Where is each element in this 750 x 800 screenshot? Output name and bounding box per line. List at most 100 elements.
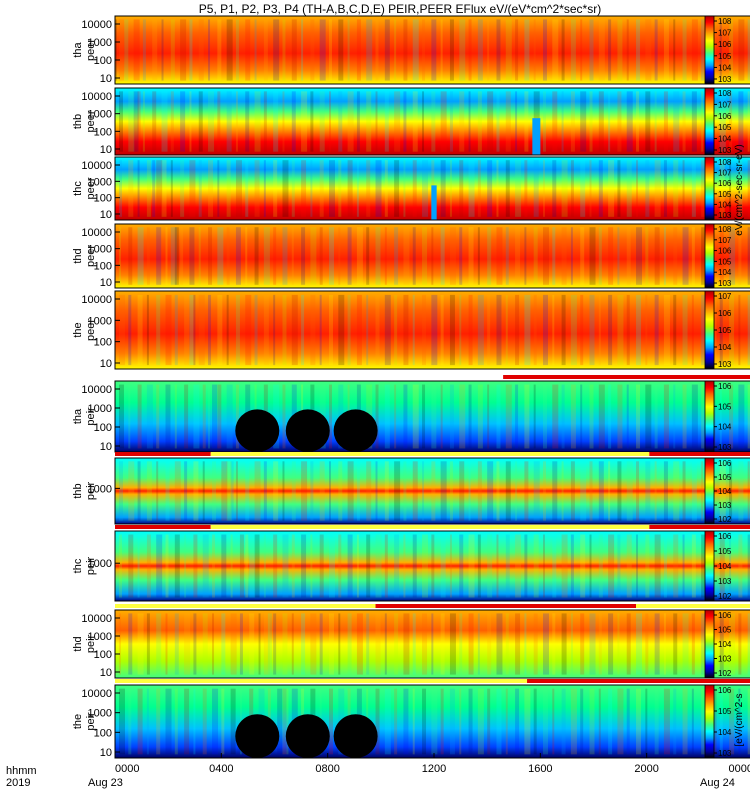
spectrogram-texture bbox=[477, 688, 484, 755]
spectrogram-texture bbox=[115, 19, 117, 81]
spectrogram-texture bbox=[617, 461, 622, 521]
spectrogram-texture bbox=[608, 688, 613, 755]
spectrogram-texture bbox=[384, 384, 390, 449]
spectrogram-texture bbox=[496, 19, 501, 81]
spectrogram-texture bbox=[524, 19, 530, 81]
spectrogram-texture bbox=[468, 613, 474, 675]
spectrogram-texture bbox=[440, 384, 443, 449]
spectrogram-texture bbox=[174, 688, 178, 755]
spectrogram-texture bbox=[431, 613, 434, 675]
spectrogram-texture bbox=[589, 534, 592, 598]
spectrogram-texture bbox=[636, 461, 640, 521]
spectrogram-texture bbox=[431, 688, 438, 755]
spectrogram-texture bbox=[542, 613, 549, 675]
mode-bar-segment bbox=[636, 604, 750, 608]
spectrogram-texture bbox=[654, 160, 661, 217]
year-label: 2019 bbox=[6, 777, 30, 789]
spectrogram-texture bbox=[505, 534, 510, 598]
spectrogram-texture bbox=[338, 160, 342, 217]
spectrogram-texture bbox=[459, 160, 464, 217]
spectrogram-texture bbox=[356, 19, 361, 81]
spectrogram-texture bbox=[636, 688, 642, 755]
colorbar-tick-label: 104 bbox=[718, 640, 732, 649]
colorbar-tick-label: 104 bbox=[718, 268, 732, 277]
spectrogram-texture bbox=[719, 384, 722, 449]
spectrogram-texture bbox=[133, 91, 139, 152]
spectrogram-texture bbox=[118, 688, 125, 755]
spectrogram-texture bbox=[235, 91, 238, 152]
y-tick-label: 1000 bbox=[88, 315, 112, 327]
spectrogram-texture bbox=[524, 461, 529, 521]
spectrogram-texture bbox=[403, 160, 406, 217]
date-end-label: Aug 24 bbox=[700, 777, 735, 789]
spectrogram-texture bbox=[301, 534, 307, 598]
spectrogram-texture bbox=[747, 534, 750, 598]
spectrogram-texture bbox=[682, 294, 688, 366]
colorbar-tick-label: 103 bbox=[718, 146, 732, 155]
spectrogram-texture bbox=[319, 227, 323, 285]
spectrogram-texture bbox=[282, 227, 288, 285]
spectrogram-texture bbox=[505, 19, 512, 81]
spectrogram-texture bbox=[561, 613, 567, 675]
spectrogram-texture bbox=[533, 384, 536, 449]
colorbar-tick-label: 104 bbox=[718, 728, 732, 737]
spectrogram-texture bbox=[580, 294, 584, 366]
spectrogram-texture bbox=[161, 160, 167, 217]
panel-thb-peer: 10 100 1000 10000 thb peer 103 104 105 106 107 108 bbox=[72, 87, 750, 156]
spectrogram-dropout bbox=[333, 409, 378, 453]
spectrogram-texture bbox=[338, 19, 344, 81]
y-tick-label: 1000 bbox=[88, 631, 112, 643]
spectrogram-texture bbox=[738, 534, 743, 598]
spectrogram-texture bbox=[645, 461, 651, 521]
spectrogram-texture bbox=[682, 91, 686, 152]
spectrogram-texture bbox=[691, 613, 695, 675]
colorbar-tick-label: 106 bbox=[718, 686, 732, 695]
spectrogram-texture bbox=[608, 294, 613, 366]
spectrogram-texture bbox=[626, 294, 630, 366]
y-tick-label: 1000 bbox=[88, 109, 112, 121]
spectrogram-texture bbox=[729, 688, 735, 755]
y-tick-label: 1000 bbox=[88, 37, 112, 49]
spectrogram-texture bbox=[137, 227, 144, 285]
spectrogram-texture bbox=[691, 227, 695, 285]
spectrogram-texture bbox=[128, 461, 135, 521]
y-tick-label: 100 bbox=[94, 422, 112, 434]
spectrogram-texture bbox=[422, 227, 428, 285]
spectrogram-texture bbox=[636, 534, 639, 598]
spectrogram-texture bbox=[719, 227, 724, 285]
spectrogram-texture bbox=[263, 19, 268, 81]
spectrogram-texture bbox=[245, 227, 248, 285]
spectrogram-texture bbox=[515, 19, 519, 81]
spectrogram-texture bbox=[701, 160, 708, 217]
spectrogram-texture bbox=[542, 534, 545, 598]
panel-frame bbox=[114, 530, 750, 602]
spectrogram-texture bbox=[394, 613, 399, 675]
spectrogram-texture bbox=[515, 461, 518, 521]
spectrogram-texture bbox=[146, 227, 150, 285]
spectrogram-texture bbox=[496, 91, 500, 152]
spectrogram-texture bbox=[533, 19, 536, 81]
spectrogram-texture bbox=[128, 91, 135, 152]
spectrogram-texture bbox=[682, 19, 687, 81]
spectrogram-texture bbox=[738, 19, 745, 81]
colorbar-tick-label: 103 bbox=[718, 655, 732, 664]
spectrogram-texture bbox=[561, 19, 565, 81]
spectrogram-texture bbox=[254, 19, 257, 81]
spectrogram-texture bbox=[570, 227, 573, 285]
spectrogram-texture bbox=[263, 613, 270, 675]
spectrogram-texture bbox=[459, 19, 466, 81]
spectrogram-texture bbox=[598, 384, 605, 449]
spectrogram-texture bbox=[221, 461, 228, 521]
spectrogram-texture bbox=[654, 227, 660, 285]
spectrogram-texture bbox=[654, 91, 657, 152]
colorbar-tick-label: 106 bbox=[718, 532, 732, 541]
spectrogram-texture bbox=[137, 461, 141, 521]
spectrogram-texture bbox=[422, 91, 425, 152]
spectrogram-texture bbox=[152, 19, 158, 81]
spectrogram-texture bbox=[347, 534, 353, 598]
spectrogram-texture bbox=[487, 461, 494, 521]
spectrogram-texture bbox=[245, 294, 252, 366]
spectrogram-texture bbox=[118, 613, 121, 675]
spectrogram-texture bbox=[487, 534, 493, 598]
